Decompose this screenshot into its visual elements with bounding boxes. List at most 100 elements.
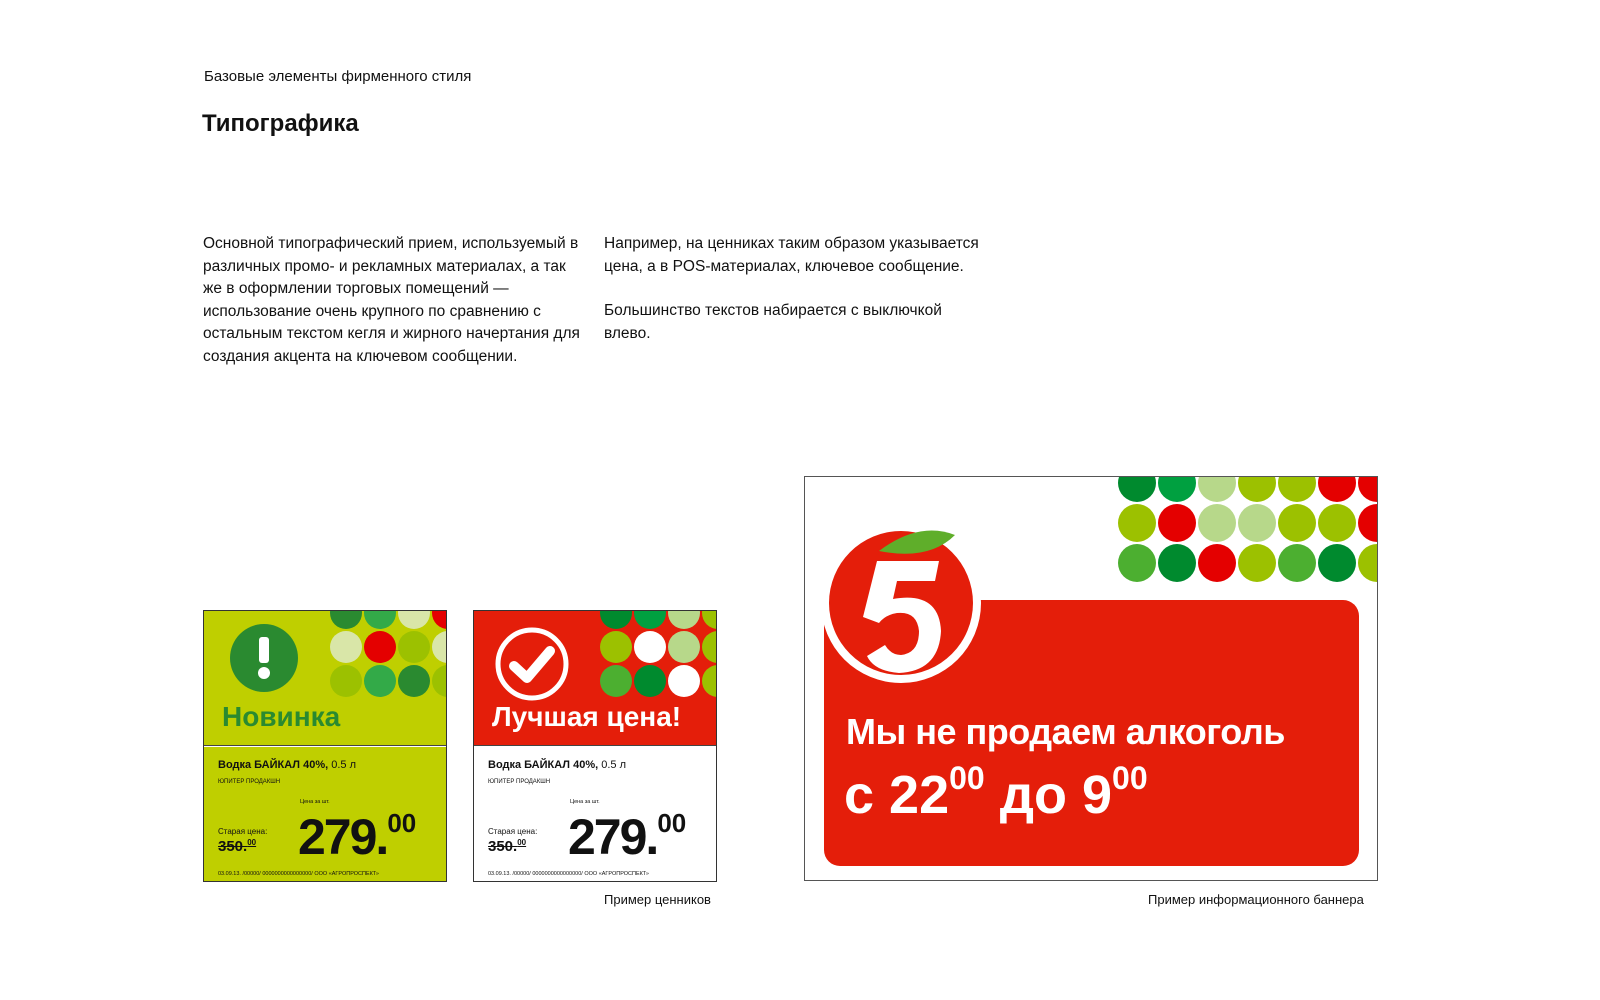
banner-caption: Пример информационного баннера — [1148, 892, 1364, 907]
pattern-dot — [702, 665, 716, 697]
tag-footer: 03.09.13. /00000/ 0000000000000000/ ООО … — [488, 871, 649, 877]
pattern-dot — [1358, 544, 1377, 582]
pattern-dot — [1318, 544, 1356, 582]
tag-headline: Лучшая цена! — [492, 701, 682, 732]
pattern-dot — [1118, 544, 1156, 582]
price-cents: 00 — [657, 808, 687, 838]
paragraph: Большинство текстов набирается с выключк… — [604, 302, 942, 342]
pattern-dot — [1238, 504, 1276, 542]
pattern-dot — [330, 665, 362, 697]
dots-pattern — [330, 611, 446, 697]
price-value: 279. — [568, 809, 659, 865]
pattern-dot — [600, 611, 632, 629]
pattern-dot — [1278, 504, 1316, 542]
pattern-dot — [668, 611, 700, 629]
pattern-dot — [634, 611, 666, 629]
product-title: Водка БАЙКАЛ 40%, — [488, 759, 599, 771]
pattern-dot — [432, 611, 446, 629]
page-title: Типографика — [202, 110, 359, 137]
old-price: 350.00 — [488, 839, 526, 855]
pattern-dot — [1318, 477, 1356, 502]
price-tag: Лучшая цена! Водка БАЙКАЛ 40%, 0.5 л ЮПИ… — [473, 610, 717, 882]
pattern-dot — [1358, 477, 1377, 502]
banner-line1: Мы не продаем алкоголь — [846, 711, 1285, 752]
price-cents: 00 — [387, 808, 417, 838]
checkmark-circle-icon — [495, 627, 569, 701]
pattern-dot — [364, 665, 396, 697]
pattern-dot — [1158, 477, 1196, 502]
product-volume: 0.5 л — [601, 759, 626, 771]
old-price-cents: 00 — [247, 838, 257, 847]
minutes: 00 — [1112, 760, 1148, 796]
price: 279.00 — [298, 810, 416, 862]
pattern-dot — [668, 631, 700, 663]
price-tag-header: Лучшая цена! — [474, 611, 716, 746]
pattern-dot — [634, 665, 666, 697]
banner-dots-pattern — [1118, 477, 1377, 582]
old-price-cents: 00 — [517, 838, 527, 847]
old-price: 350.00 — [218, 839, 256, 855]
pattern-dot — [1118, 504, 1156, 542]
pattern-dot — [1198, 477, 1236, 502]
info-banner: Мы не продаем алкоголь с 2200 до 900 — [804, 476, 1378, 881]
minutes: 00 — [949, 760, 985, 796]
pattern-dot — [330, 611, 362, 629]
tag-headline: Новинка — [222, 701, 341, 732]
old-price-label: Старая цена: — [488, 827, 538, 836]
price-value: 279. — [298, 809, 389, 865]
pattern-dot — [1238, 477, 1276, 502]
pattern-dot — [1358, 504, 1377, 542]
pattern-dot — [1278, 544, 1316, 582]
paragraph: Например, на ценниках таким образом указ… — [604, 235, 979, 275]
pattern-dot — [1238, 544, 1276, 582]
product-volume: 0.5 л — [331, 759, 356, 771]
banner-line2: с 2200 до 900 — [844, 762, 1148, 825]
pattern-dot — [1118, 477, 1156, 502]
pattern-dot — [668, 665, 700, 697]
pattern-dot — [330, 631, 362, 663]
pattern-dot — [1278, 477, 1316, 502]
per-unit-label: Цена за шт. — [570, 799, 600, 805]
pattern-dot — [1198, 544, 1236, 582]
pattern-dot — [432, 665, 446, 697]
price-tags-caption: Пример ценников — [604, 892, 711, 907]
pattern-dot — [702, 631, 716, 663]
hours-to: до 9 — [984, 765, 1113, 825]
body-text-col2: Например, на ценниках таким образом указ… — [604, 233, 984, 367]
pyaterochka-logo — [821, 523, 981, 683]
pattern-dot — [398, 631, 430, 663]
pattern-dot — [364, 611, 396, 629]
price-tag-body: Водка БАЙКАЛ 40%, 0.5 л ЮПИТЕР ПРОДАКШН … — [204, 747, 446, 881]
tag-footer: 03.09.13. /00000/ 0000000000000000/ ООО … — [218, 871, 379, 877]
old-price-value: 350. — [488, 838, 518, 855]
section-kicker: Базовые элементы фирменного стиля — [204, 68, 472, 85]
pattern-dot — [702, 611, 716, 629]
pattern-dot — [432, 631, 446, 663]
price-tag-body: Водка БАЙКАЛ 40%, 0.5 л ЮПИТЕР ПРОДАКШН … — [474, 747, 716, 881]
per-unit-label: Цена за шт. — [300, 799, 330, 805]
price-tag-header: Новинка — [204, 611, 446, 746]
manufacturer: ЮПИТЕР ПРОДАКШН — [218, 779, 281, 785]
exclamation-icon — [230, 624, 298, 692]
old-price-label: Старая цена: — [218, 827, 268, 836]
pattern-dot — [1158, 504, 1196, 542]
product-title: Водка БАЙКАЛ 40%, — [218, 759, 329, 771]
price: 279.00 — [568, 810, 686, 862]
hours-from: с 22 — [844, 765, 950, 825]
pattern-dot — [398, 665, 430, 697]
pattern-dot — [600, 665, 632, 697]
price-tag: Новинка Водка БАЙКАЛ 40%, 0.5 л ЮПИТЕР П… — [203, 610, 447, 882]
manufacturer: ЮПИТЕР ПРОДАКШН — [488, 779, 551, 785]
pattern-dot — [600, 631, 632, 663]
pattern-dot — [634, 631, 666, 663]
dots-pattern — [600, 611, 716, 697]
product-name: Водка БАЙКАЛ 40%, 0.5 л — [488, 759, 626, 772]
pattern-dot — [1318, 504, 1356, 542]
body-text-col1: Основной типографический прием, использу… — [203, 235, 580, 365]
banner-message-box: Мы не продаем алкоголь с 2200 до 900 — [824, 600, 1359, 866]
pattern-dot — [1198, 504, 1236, 542]
pattern-dot — [364, 631, 396, 663]
pattern-dot — [1158, 544, 1196, 582]
product-name: Водка БАЙКАЛ 40%, 0.5 л — [218, 759, 356, 772]
pattern-dot — [398, 611, 430, 629]
